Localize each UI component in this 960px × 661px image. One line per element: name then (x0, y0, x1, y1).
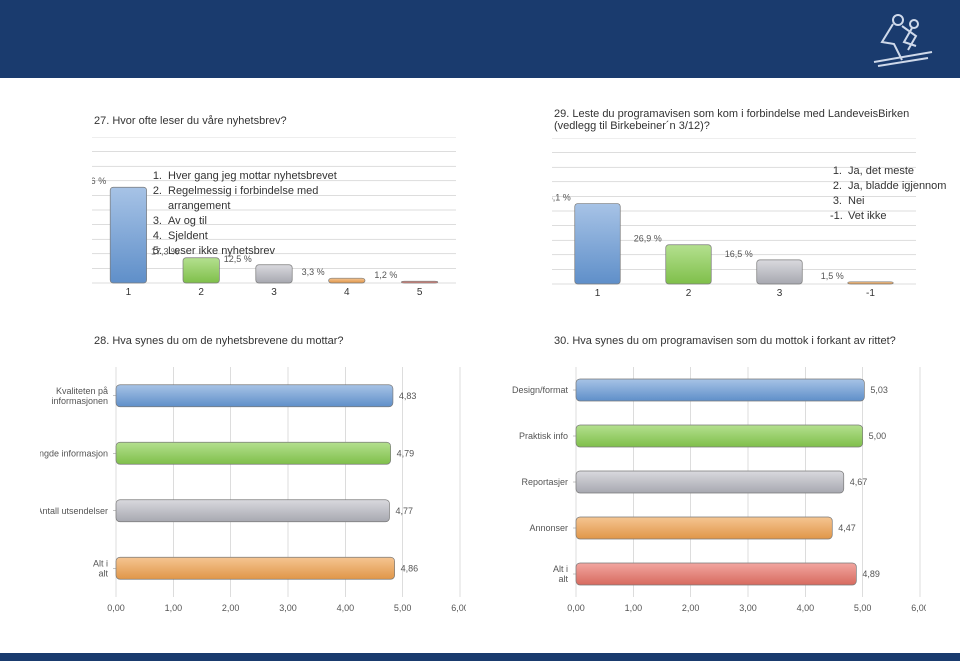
logo-skier-icon (868, 6, 938, 70)
svg-text:2: 2 (686, 288, 692, 298)
chart-title: 29. Leste du programavisen som kom i for… (554, 108, 924, 132)
svg-text:5,00: 5,00 (394, 603, 412, 613)
legend-item: 3.Nei (830, 194, 946, 209)
svg-text:4,89: 4,89 (862, 569, 880, 579)
svg-text:Kvaliteten på: Kvaliteten på (56, 386, 108, 396)
svg-text:2: 2 (198, 287, 204, 297)
svg-text:3: 3 (777, 288, 783, 298)
footer-band (0, 653, 960, 661)
svg-text:0,00: 0,00 (107, 603, 125, 613)
svg-text:1,2 %: 1,2 % (374, 270, 397, 280)
svg-text:3,00: 3,00 (739, 603, 757, 613)
svg-text:55,1 %: 55,1 % (552, 193, 571, 203)
chart-q30: 30. Hva synes du om programavisen som du… (500, 335, 928, 635)
hbar-plot: 0,00 1,00 2,00 3,00 4,00 5,00 6,00 5,03 Design/f… (500, 359, 926, 619)
svg-text:0,00: 0,00 (567, 603, 585, 613)
svg-text:Mengde informasjon: Mengde informasjon (40, 448, 108, 458)
svg-text:4,00: 4,00 (797, 603, 815, 613)
hbar-plot: 0,00 1,00 2,00 3,00 4,00 5,00 6,00 4,83 Kvalitet… (40, 359, 466, 619)
legend-item: 1.Hver gang jeg mottar nyhetsbrevet (150, 169, 337, 184)
svg-text:26,9 %: 26,9 % (634, 234, 662, 244)
svg-text:3,3 %: 3,3 % (302, 267, 325, 277)
svg-text:5,00: 5,00 (854, 603, 872, 613)
svg-text:Design/format: Design/format (512, 385, 569, 395)
chart-title: 27. Hvor ofte leser du våre nyhetsbrev? (94, 115, 287, 127)
svg-text:1: 1 (595, 288, 601, 298)
legend-q27: 1.Hver gang jeg mottar nyhetsbrevet2.Reg… (150, 169, 337, 259)
svg-text:4,83: 4,83 (399, 391, 417, 401)
svg-text:1: 1 (126, 287, 132, 297)
svg-text:informasjonen: informasjonen (51, 396, 108, 406)
svg-text:3,00: 3,00 (279, 603, 297, 613)
svg-text:alt: alt (558, 574, 568, 584)
svg-text:alt: alt (98, 568, 108, 578)
chart-q27: 27. Hvor ofte leser du våre nyhetsbrev? … (40, 115, 468, 315)
svg-text:-1: -1 (866, 288, 875, 298)
svg-text:4,67: 4,67 (850, 477, 868, 487)
svg-text:Alt i: Alt i (553, 564, 568, 574)
svg-text:65,6 %: 65,6 % (92, 176, 106, 186)
chart-title: 28. Hva synes du om de nyhetsbrevene du … (94, 335, 343, 347)
svg-text:2,00: 2,00 (682, 603, 700, 613)
svg-text:Antall utsendelser: Antall utsendelser (40, 506, 108, 516)
svg-text:5: 5 (417, 287, 423, 297)
svg-text:6,00: 6,00 (911, 603, 926, 613)
header-band (0, 0, 960, 78)
legend-item: 4.Sjeldent (150, 229, 337, 244)
svg-text:1,00: 1,00 (165, 603, 183, 613)
legend-item: 3.Av og til (150, 214, 337, 229)
legend-item: arrangement (150, 199, 337, 214)
chart-title: 30. Hva synes du om programavisen som du… (554, 335, 896, 347)
legend-item: -1.Vet ikke (830, 209, 946, 224)
svg-text:3: 3 (271, 287, 277, 297)
svg-text:4,00: 4,00 (337, 603, 355, 613)
svg-text:4,86: 4,86 (401, 563, 419, 573)
legend-item: 5.Leser ikke nyhetsbrev (150, 244, 337, 259)
svg-text:4,47: 4,47 (838, 523, 856, 533)
svg-text:6,00: 6,00 (451, 603, 466, 613)
chart-q29: 29. Leste du programavisen som kom i for… (500, 108, 928, 315)
svg-text:4,77: 4,77 (395, 506, 413, 516)
svg-text:Praktisk info: Praktisk info (519, 431, 568, 441)
svg-text:1,5 %: 1,5 % (821, 271, 844, 281)
svg-text:Alt i: Alt i (93, 558, 108, 568)
svg-text:4: 4 (344, 287, 350, 297)
chart-q28: 28. Hva synes du om de nyhetsbrevene du … (40, 335, 468, 635)
legend-item: 1.Ja, det meste (830, 164, 946, 179)
svg-text:5,00: 5,00 (869, 431, 887, 441)
legend-q29: 1.Ja, det meste2.Ja, bladde igjennom3.Ne… (830, 164, 946, 224)
svg-text:2,00: 2,00 (222, 603, 240, 613)
svg-text:Reportasjer: Reportasjer (521, 477, 568, 487)
svg-text:4,79: 4,79 (397, 448, 415, 458)
legend-item: 2.Regelmessig i forbindelse med (150, 184, 337, 199)
svg-text:5,03: 5,03 (870, 385, 888, 395)
svg-text:Annonser: Annonser (529, 523, 568, 533)
svg-text:16,5 %: 16,5 % (725, 249, 753, 259)
legend-item: 2.Ja, bladde igjennom (830, 179, 946, 194)
svg-text:1,00: 1,00 (625, 603, 643, 613)
